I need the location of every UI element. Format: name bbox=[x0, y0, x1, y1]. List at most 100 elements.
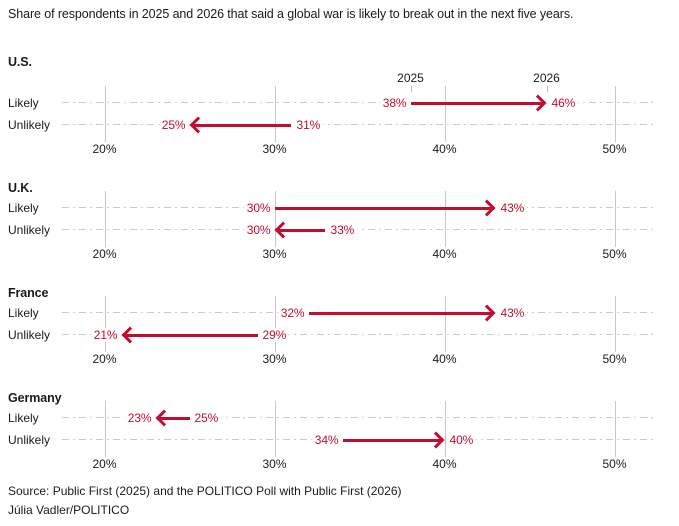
axis-tick-label: 50% bbox=[602, 247, 627, 261]
vertical-gridline bbox=[614, 191, 616, 247]
year-tick bbox=[546, 86, 548, 92]
credit-line: Júlia Vadler/POLITICO bbox=[8, 503, 130, 517]
likely-row-label: Likely bbox=[8, 201, 39, 215]
row-baseline bbox=[62, 102, 657, 103]
arrow-head-icon bbox=[529, 94, 547, 112]
likely-row-label: Likely bbox=[8, 411, 39, 425]
arrow-shaft bbox=[308, 311, 492, 315]
vertical-gridline bbox=[104, 401, 106, 457]
likely-row-label: Likely bbox=[8, 306, 39, 320]
source-block: Source: Public First (2025) and the POLI… bbox=[8, 482, 402, 520]
plot-area: 30% 43% 33% 30% bbox=[62, 191, 657, 247]
end-value-label: 25% bbox=[158, 118, 189, 132]
unlikely-row: 33% 30% bbox=[62, 219, 657, 241]
vertical-gridline bbox=[444, 86, 446, 142]
arrow-chart: U.S. 2025 2026 Likely Unlikely 38% 46% 31% 25% 20… bbox=[8, 55, 657, 496]
axis-tick-label: 30% bbox=[262, 247, 287, 261]
start-value-label: 38% bbox=[379, 96, 410, 110]
axis-tick-label: 30% bbox=[262, 352, 287, 366]
arrow-head-icon bbox=[427, 431, 445, 449]
axis-tick-label: 50% bbox=[602, 352, 627, 366]
source-line: Source: Public First (2025) and the POLI… bbox=[8, 484, 402, 498]
end-value-label: 43% bbox=[497, 306, 528, 320]
arrow-shaft bbox=[125, 333, 258, 337]
end-value-label: 21% bbox=[90, 328, 121, 342]
arrow-shaft bbox=[193, 123, 292, 127]
row-labels-column: Likely Unlikely bbox=[8, 302, 62, 346]
panel-country-label: U.S. bbox=[8, 55, 32, 69]
arrow-head-icon bbox=[121, 326, 139, 344]
row-baseline bbox=[62, 229, 657, 230]
likely-row: 38% 46% bbox=[62, 92, 657, 114]
vertical-gridline bbox=[274, 86, 276, 142]
panel-u-s: U.S. 2025 2026 Likely Unlikely 38% 46% 31% 25% 20… bbox=[8, 55, 657, 157]
unlikely-row-label: Unlikely bbox=[8, 433, 51, 447]
axis-tick-label: 50% bbox=[602, 142, 627, 156]
axis-tick-label: 20% bbox=[92, 352, 117, 366]
start-value-label: 32% bbox=[277, 306, 308, 320]
axis-row: 20% 30% 40% 50% bbox=[62, 142, 657, 157]
arrow-shaft bbox=[159, 416, 190, 420]
end-value-label: 40% bbox=[446, 433, 477, 447]
axis-tick-label: 40% bbox=[432, 142, 457, 156]
likely-row: 30% 43% bbox=[62, 197, 657, 219]
arrow-shaft bbox=[342, 438, 441, 442]
plot-area: 38% 46% 31% 25% bbox=[62, 86, 657, 142]
vertical-gridline bbox=[274, 191, 276, 247]
row-baseline bbox=[62, 334, 657, 335]
panel-country-label: France bbox=[8, 286, 49, 300]
panel-body: Likely Unlikely 25% 23% 34% 40% bbox=[8, 401, 657, 457]
vertical-gridline bbox=[614, 401, 616, 457]
start-value-label: 30% bbox=[243, 201, 274, 215]
year-tick bbox=[410, 86, 412, 92]
arrow-head-icon bbox=[155, 409, 173, 427]
unlikely-row-label: Unlikely bbox=[8, 328, 51, 342]
end-value-label: 43% bbox=[497, 201, 528, 215]
vertical-gridline bbox=[444, 191, 446, 247]
vertical-gridline bbox=[614, 86, 616, 142]
arrow-head-icon bbox=[189, 116, 207, 134]
start-value-label: 25% bbox=[191, 411, 222, 425]
unlikely-row-label: Unlikely bbox=[8, 118, 51, 132]
panel-u-k: U.K. Likely Unlikely 30% 43% 33% 30% 20% 30% 40% 5… bbox=[8, 181, 657, 262]
row-labels-column: Likely Unlikely bbox=[8, 92, 62, 136]
axis-row: 20% 30% 40% 50% bbox=[62, 457, 657, 472]
vertical-gridline bbox=[274, 401, 276, 457]
vertical-gridline bbox=[104, 296, 106, 352]
axis-tick-label: 20% bbox=[92, 247, 117, 261]
row-baseline bbox=[62, 417, 657, 418]
plot-area: 25% 23% 34% 40% bbox=[62, 401, 657, 457]
year-label-start: 2025 bbox=[397, 71, 424, 85]
axis-tick-label: 40% bbox=[432, 247, 457, 261]
start-value-label: 29% bbox=[259, 328, 290, 342]
row-baseline bbox=[62, 124, 657, 125]
arrow-head-icon bbox=[274, 221, 292, 239]
axis-row: 20% 30% 40% 50% bbox=[62, 247, 657, 262]
year-label-end: 2026 bbox=[533, 71, 560, 85]
axis-row: 20% 30% 40% 50% bbox=[62, 352, 657, 367]
row-labels-column: Likely Unlikely bbox=[8, 197, 62, 241]
arrow-shaft bbox=[410, 101, 543, 105]
end-value-label: 30% bbox=[243, 223, 274, 237]
unlikely-row: 29% 21% bbox=[62, 324, 657, 346]
axis-tick-label: 50% bbox=[602, 457, 627, 471]
axis-tick-label: 20% bbox=[92, 457, 117, 471]
arrow-head-icon bbox=[478, 199, 496, 217]
axis-tick-label: 20% bbox=[92, 142, 117, 156]
axis-tick-label: 30% bbox=[262, 142, 287, 156]
arrow-shaft bbox=[274, 206, 492, 210]
likely-row-label: Likely bbox=[8, 96, 39, 110]
vertical-gridline bbox=[444, 296, 446, 352]
plot-area: 32% 43% 29% 21% bbox=[62, 296, 657, 352]
likely-row: 25% 23% bbox=[62, 407, 657, 429]
axis-tick-label: 40% bbox=[432, 352, 457, 366]
panel-france: France Likely Unlikely 32% 43% 29% 21% 20% 30% 40… bbox=[8, 286, 657, 367]
row-labels-column: Likely Unlikely bbox=[8, 407, 62, 451]
panel-body: Likely Unlikely 30% 43% 33% 30% bbox=[8, 191, 657, 247]
likely-row: 32% 43% bbox=[62, 302, 657, 324]
end-value-label: 46% bbox=[548, 96, 579, 110]
year-labels-row: 2025 2026 bbox=[62, 71, 657, 92]
arrow-head-icon bbox=[478, 304, 496, 322]
start-value-label: 31% bbox=[293, 118, 324, 132]
vertical-gridline bbox=[614, 296, 616, 352]
